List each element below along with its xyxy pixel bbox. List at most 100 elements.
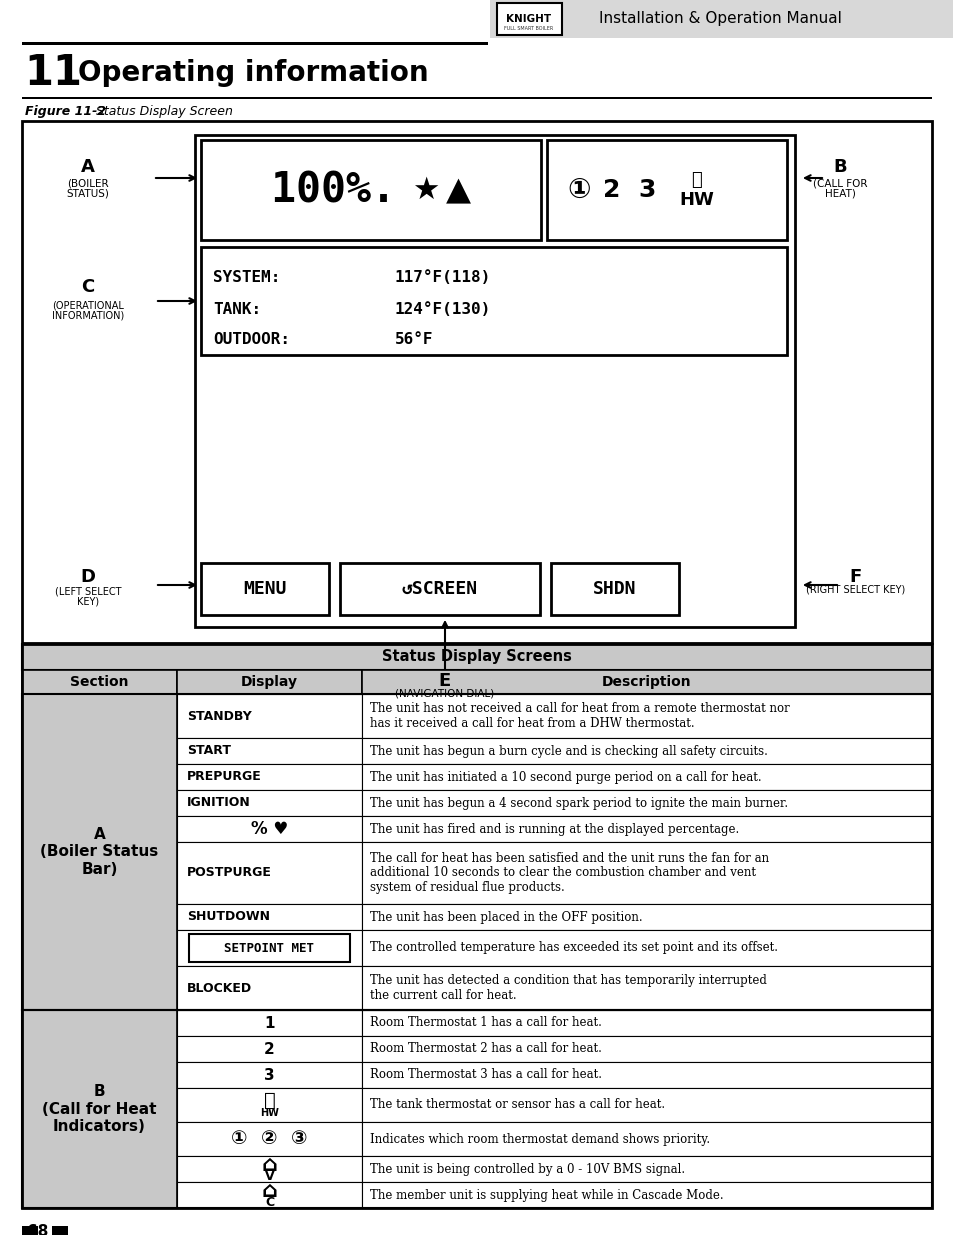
Text: The unit has initiated a 10 second purge period on a call for heat.: The unit has initiated a 10 second purge… bbox=[370, 771, 760, 783]
Text: B: B bbox=[832, 158, 846, 177]
Bar bbox=[551, 563, 679, 615]
Bar bbox=[546, 140, 786, 240]
Text: 117°F(118): 117°F(118) bbox=[395, 269, 491, 284]
Text: STANDBY: STANDBY bbox=[187, 709, 252, 722]
Bar bbox=[361, 966, 931, 1010]
Text: ⚿: ⚿ bbox=[263, 1091, 275, 1109]
Text: ↺SCREEN: ↺SCREEN bbox=[401, 580, 477, 598]
Bar bbox=[177, 1182, 361, 1208]
Bar bbox=[497, 2, 561, 35]
Text: KNIGHT: KNIGHT bbox=[506, 14, 551, 23]
Text: D: D bbox=[80, 568, 95, 585]
Text: INFORMATION): INFORMATION) bbox=[51, 311, 124, 321]
Bar bbox=[52, 1226, 68, 1235]
Bar bbox=[194, 135, 794, 627]
Text: the current call for heat.: the current call for heat. bbox=[370, 989, 517, 1002]
Text: C: C bbox=[81, 278, 94, 296]
Text: STATUS): STATUS) bbox=[67, 189, 110, 199]
Bar bbox=[361, 816, 931, 842]
Text: ①: ① bbox=[566, 177, 590, 204]
Text: SYSTEM:: SYSTEM: bbox=[213, 269, 280, 284]
Text: (BOILER: (BOILER bbox=[67, 178, 109, 188]
Text: 124°F(130): 124°F(130) bbox=[395, 301, 491, 316]
Text: 56°F: 56°F bbox=[395, 331, 433, 347]
Bar bbox=[361, 790, 931, 816]
Text: POSTPURGE: POSTPURGE bbox=[187, 867, 272, 879]
Bar bbox=[361, 842, 931, 904]
Bar bbox=[361, 764, 931, 790]
Text: The member unit is supplying heat while in Cascade Mode.: The member unit is supplying heat while … bbox=[370, 1188, 723, 1202]
Text: The unit has begun a burn cycle and is checking all safety circuits.: The unit has begun a burn cycle and is c… bbox=[370, 745, 767, 757]
Text: SETPOINT MET: SETPOINT MET bbox=[224, 941, 314, 955]
Text: 3: 3 bbox=[638, 178, 655, 203]
Text: A: A bbox=[81, 158, 95, 177]
Bar bbox=[22, 671, 177, 694]
Text: % ♥: % ♥ bbox=[251, 820, 288, 839]
Bar bbox=[189, 934, 350, 962]
Bar bbox=[361, 1062, 931, 1088]
Bar bbox=[22, 96, 931, 99]
Text: (OPERATIONAL: (OPERATIONAL bbox=[52, 300, 124, 310]
Bar bbox=[22, 1010, 931, 1208]
Bar bbox=[490, 0, 953, 38]
Bar bbox=[177, 1010, 361, 1036]
Text: START: START bbox=[187, 745, 231, 757]
Text: SHDN: SHDN bbox=[593, 580, 636, 598]
Text: C: C bbox=[265, 1197, 274, 1209]
Bar bbox=[201, 563, 329, 615]
Bar bbox=[361, 1088, 931, 1123]
Text: IGNITION: IGNITION bbox=[187, 797, 251, 809]
Text: The unit has not received a call for heat from a remote thermostat nor: The unit has not received a call for hea… bbox=[370, 701, 789, 715]
Text: system of residual flue products.: system of residual flue products. bbox=[370, 882, 564, 894]
Bar bbox=[201, 247, 786, 354]
Bar bbox=[22, 1226, 38, 1235]
Bar bbox=[177, 1156, 361, 1182]
Bar bbox=[177, 739, 361, 764]
Text: 100%.  ▲: 100%. ▲ bbox=[271, 169, 471, 211]
Text: 68: 68 bbox=[28, 1224, 49, 1235]
Bar bbox=[361, 1123, 931, 1156]
Text: Room Thermostat 3 has a call for heat.: Room Thermostat 3 has a call for heat. bbox=[370, 1068, 601, 1082]
Text: SHUTDOWN: SHUTDOWN bbox=[187, 910, 270, 924]
Text: Section: Section bbox=[71, 676, 129, 689]
Text: MENU: MENU bbox=[243, 580, 287, 598]
Bar bbox=[22, 121, 931, 643]
Text: has it received a call for heat from a DHW thermostat.: has it received a call for heat from a D… bbox=[370, 718, 694, 730]
Bar bbox=[22, 1010, 177, 1208]
Text: Figure 11-2: Figure 11-2 bbox=[25, 105, 106, 119]
Text: F: F bbox=[849, 568, 862, 585]
Text: A
(Boiler Status
Bar): A (Boiler Status Bar) bbox=[40, 827, 158, 877]
Text: Status Display Screen: Status Display Screen bbox=[91, 105, 233, 119]
Text: E: E bbox=[438, 672, 451, 690]
Text: (NAVIGATION DIAL): (NAVIGATION DIAL) bbox=[395, 688, 494, 698]
Text: (LEFT SELECT: (LEFT SELECT bbox=[54, 587, 121, 597]
Bar bbox=[361, 1010, 931, 1036]
Bar bbox=[177, 671, 361, 694]
Text: OUTDOOR:: OUTDOOR: bbox=[213, 331, 290, 347]
Bar bbox=[177, 966, 361, 1010]
Bar bbox=[361, 694, 931, 739]
Bar bbox=[22, 42, 488, 44]
Bar bbox=[177, 1036, 361, 1062]
Text: ★: ★ bbox=[412, 175, 439, 205]
Text: FULL SMART BOILER: FULL SMART BOILER bbox=[504, 26, 553, 31]
Bar bbox=[177, 694, 361, 739]
Text: Display: Display bbox=[241, 676, 297, 689]
Bar bbox=[361, 1036, 931, 1062]
Text: Room Thermostat 2 has a call for heat.: Room Thermostat 2 has a call for heat. bbox=[370, 1042, 601, 1056]
Bar bbox=[177, 930, 361, 966]
Bar bbox=[177, 764, 361, 790]
Text: 11: 11 bbox=[24, 52, 82, 94]
Bar bbox=[177, 816, 361, 842]
Bar bbox=[177, 904, 361, 930]
Text: Indicates which room thermostat demand shows priority.: Indicates which room thermostat demand s… bbox=[370, 1132, 709, 1146]
Text: 2: 2 bbox=[602, 178, 620, 203]
Text: The unit has been placed in the OFF position.: The unit has been placed in the OFF posi… bbox=[370, 910, 642, 924]
Bar bbox=[361, 930, 931, 966]
Text: Description: Description bbox=[601, 676, 691, 689]
Bar bbox=[22, 694, 177, 1010]
Text: Operating information: Operating information bbox=[78, 59, 428, 86]
Text: The unit has begun a 4 second spark period to ignite the main burner.: The unit has begun a 4 second spark peri… bbox=[370, 797, 787, 809]
Text: HW: HW bbox=[260, 1108, 278, 1118]
Bar bbox=[177, 1088, 361, 1123]
